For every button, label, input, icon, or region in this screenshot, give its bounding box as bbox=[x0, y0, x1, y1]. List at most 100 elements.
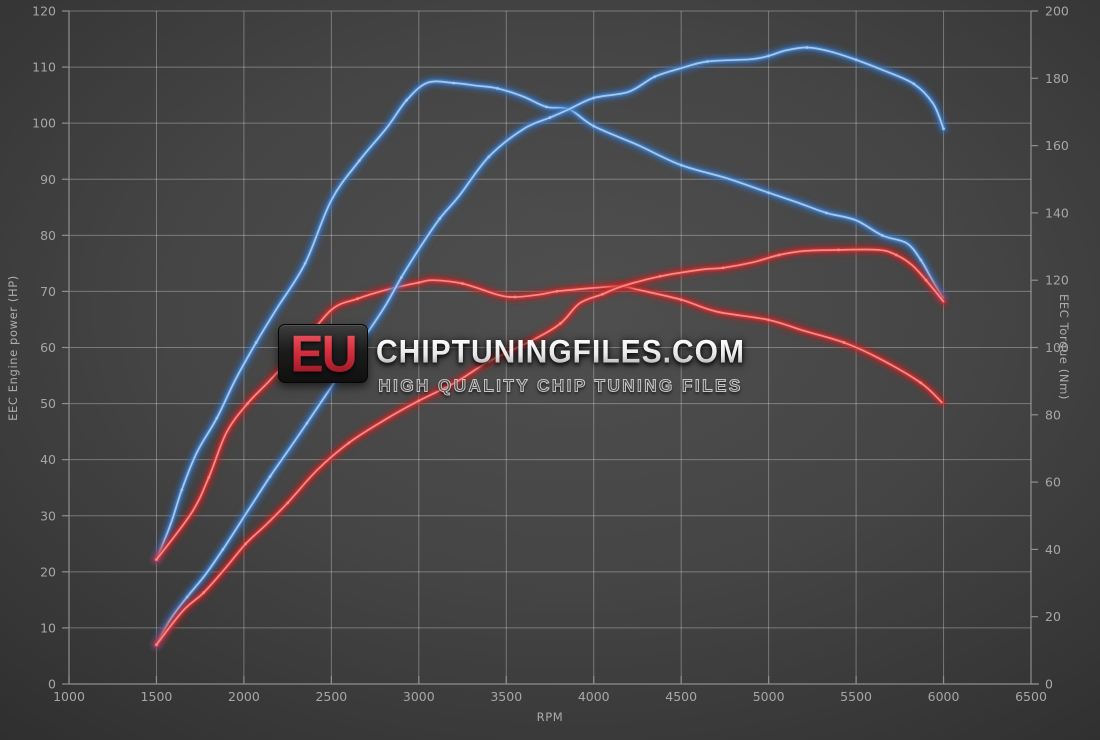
curve-power-tuned-marker bbox=[942, 127, 945, 131]
curve-power-tuned bbox=[155, 46, 945, 646]
x-tick-label: 6000 bbox=[928, 689, 960, 704]
right-tick-label: 0 bbox=[1045, 677, 1053, 692]
curve-torque-original-marker bbox=[842, 341, 846, 344]
watermark-text-column: CHIPTUNINGFILES.COM HIGH QUALITY CHIP TU… bbox=[376, 324, 745, 396]
curve-power-tuned-marker bbox=[706, 60, 709, 63]
curve-power-original-marker bbox=[837, 248, 840, 252]
curve-torque-tuned-marker bbox=[824, 211, 828, 215]
curve-torque-tuned-marker bbox=[357, 159, 361, 163]
curve-power-tuned-marker bbox=[305, 421, 309, 425]
curve-torque-original-marker bbox=[461, 282, 464, 285]
curve-power-original-marker bbox=[721, 266, 725, 270]
left-tick-label: 0 bbox=[48, 677, 56, 692]
right-tick-label: 20 bbox=[1045, 609, 1061, 624]
right-tick-label: 60 bbox=[1045, 475, 1061, 490]
left-tick-label: 10 bbox=[40, 620, 56, 635]
curve-torque-tuned-marker bbox=[679, 163, 683, 167]
curve-torque-original-marker bbox=[679, 298, 683, 302]
left-tick-label: 110 bbox=[32, 60, 56, 75]
curve-torque-tuned-marker bbox=[452, 81, 456, 85]
curve-torque-tuned-glow bbox=[151, 76, 948, 565]
x-tick-label: 5000 bbox=[753, 689, 785, 704]
curve-power-original-marker bbox=[559, 321, 562, 325]
x-tick-label: 2500 bbox=[315, 689, 347, 704]
x-tick-label: 6500 bbox=[1015, 689, 1047, 704]
curve-torque-tuned-marker bbox=[303, 261, 307, 265]
curve-power-original-marker bbox=[777, 253, 781, 257]
curve-power-original-marker bbox=[244, 542, 248, 546]
left-tick-label: 40 bbox=[40, 452, 56, 467]
curve-power-original-marker bbox=[894, 253, 898, 257]
curve-torque-tuned-marker bbox=[180, 488, 184, 492]
curve-torque-original-marker bbox=[356, 297, 359, 301]
left-axis-title: EEC Engine power (HP) bbox=[6, 275, 20, 421]
curve-power-original-marker bbox=[487, 360, 491, 363]
curve-power-original-marker bbox=[417, 399, 421, 403]
curve-torque-tuned-marker bbox=[215, 416, 219, 420]
curve-power-tuned-marker bbox=[185, 595, 189, 599]
curve-torque-tuned-marker bbox=[496, 86, 499, 90]
left-tick-label: 90 bbox=[40, 172, 56, 187]
x-tick-label: 3500 bbox=[490, 689, 522, 704]
curve-power-original-marker bbox=[601, 292, 604, 296]
watermark: EU CHIPTUNINGFILES.COM HIGH QUALITY CHIP… bbox=[278, 324, 745, 396]
left-tick-label: 30 bbox=[40, 508, 56, 523]
curve-power-tuned-marker bbox=[805, 46, 809, 49]
x-tick-label: 4500 bbox=[665, 689, 697, 704]
watermark-title: CHIPTUNINGFILES.COM bbox=[376, 334, 745, 371]
curve-torque-original-marker bbox=[513, 295, 517, 299]
curve-power-original-marker bbox=[155, 643, 158, 647]
curve-torque-tuned-marker bbox=[919, 258, 923, 262]
right-tick-label: 40 bbox=[1045, 542, 1061, 557]
curve-power-tuned-marker bbox=[854, 58, 858, 62]
x-tick-label: 1500 bbox=[141, 689, 173, 704]
curve-torque-tuned-marker bbox=[592, 124, 596, 128]
curve-torque-tuned-marker bbox=[405, 98, 408, 102]
left-tick-label: 120 bbox=[32, 4, 56, 19]
left-tick-label: 60 bbox=[40, 340, 56, 355]
curve-torque-original-marker bbox=[767, 318, 771, 322]
curve-torque-tuned-marker bbox=[545, 105, 548, 109]
curve-power-tuned-marker bbox=[399, 275, 403, 279]
curve-torque-original-marker bbox=[417, 281, 421, 284]
curve-power-tuned-marker bbox=[438, 217, 442, 220]
right-tick-label: 100 bbox=[1045, 340, 1069, 355]
left-tick-label: 80 bbox=[40, 228, 56, 243]
left-tick-label: 100 bbox=[32, 116, 56, 131]
curve-torque-original-marker bbox=[555, 289, 559, 293]
curve-power-tuned-marker bbox=[487, 155, 491, 159]
x-tick-label: 1000 bbox=[53, 689, 85, 704]
curve-power-tuned-marker bbox=[653, 75, 657, 79]
left-tick-label: 50 bbox=[40, 396, 56, 411]
curve-power-tuned-marker bbox=[548, 116, 552, 119]
x-tick-label: 4000 bbox=[578, 689, 610, 704]
x-tick-label: 2000 bbox=[228, 689, 260, 704]
curve-power-tuned-marker bbox=[592, 96, 596, 100]
curve-power-tuned-marker bbox=[912, 82, 916, 86]
curve-power-original-marker bbox=[658, 274, 662, 278]
right-axis-title: EEC Torque (Nm) bbox=[1057, 294, 1071, 400]
curve-power-original bbox=[155, 248, 945, 646]
curve-torque-tuned-marker bbox=[880, 234, 884, 237]
curve-torque-original-marker bbox=[246, 402, 249, 406]
curve-power-original-marker bbox=[924, 278, 928, 282]
left-tick-label: 20 bbox=[40, 564, 56, 579]
right-tick-label: 140 bbox=[1045, 205, 1069, 220]
curve-power-tuned-marker bbox=[268, 475, 272, 478]
curve-torque-tuned-marker bbox=[767, 191, 771, 195]
curve-torque-original-marker bbox=[207, 475, 211, 479]
curve-power-original-marker bbox=[286, 501, 290, 505]
x-tick-label: 5500 bbox=[840, 689, 872, 704]
curve-torque-original-marker bbox=[155, 558, 158, 561]
watermark-subtitle: HIGH QUALITY CHIP TUNING FILES bbox=[378, 375, 743, 396]
curve-power-original-marker bbox=[347, 441, 351, 445]
right-tick-label: 120 bbox=[1045, 273, 1069, 288]
left-tick-label: 70 bbox=[40, 284, 56, 299]
right-tick-label: 160 bbox=[1045, 138, 1069, 153]
curve-torque-original bbox=[155, 279, 943, 561]
right-tick-label: 200 bbox=[1045, 4, 1069, 19]
curve-torque-tuned-marker bbox=[254, 341, 258, 344]
x-axis-title: RPM bbox=[536, 710, 564, 724]
